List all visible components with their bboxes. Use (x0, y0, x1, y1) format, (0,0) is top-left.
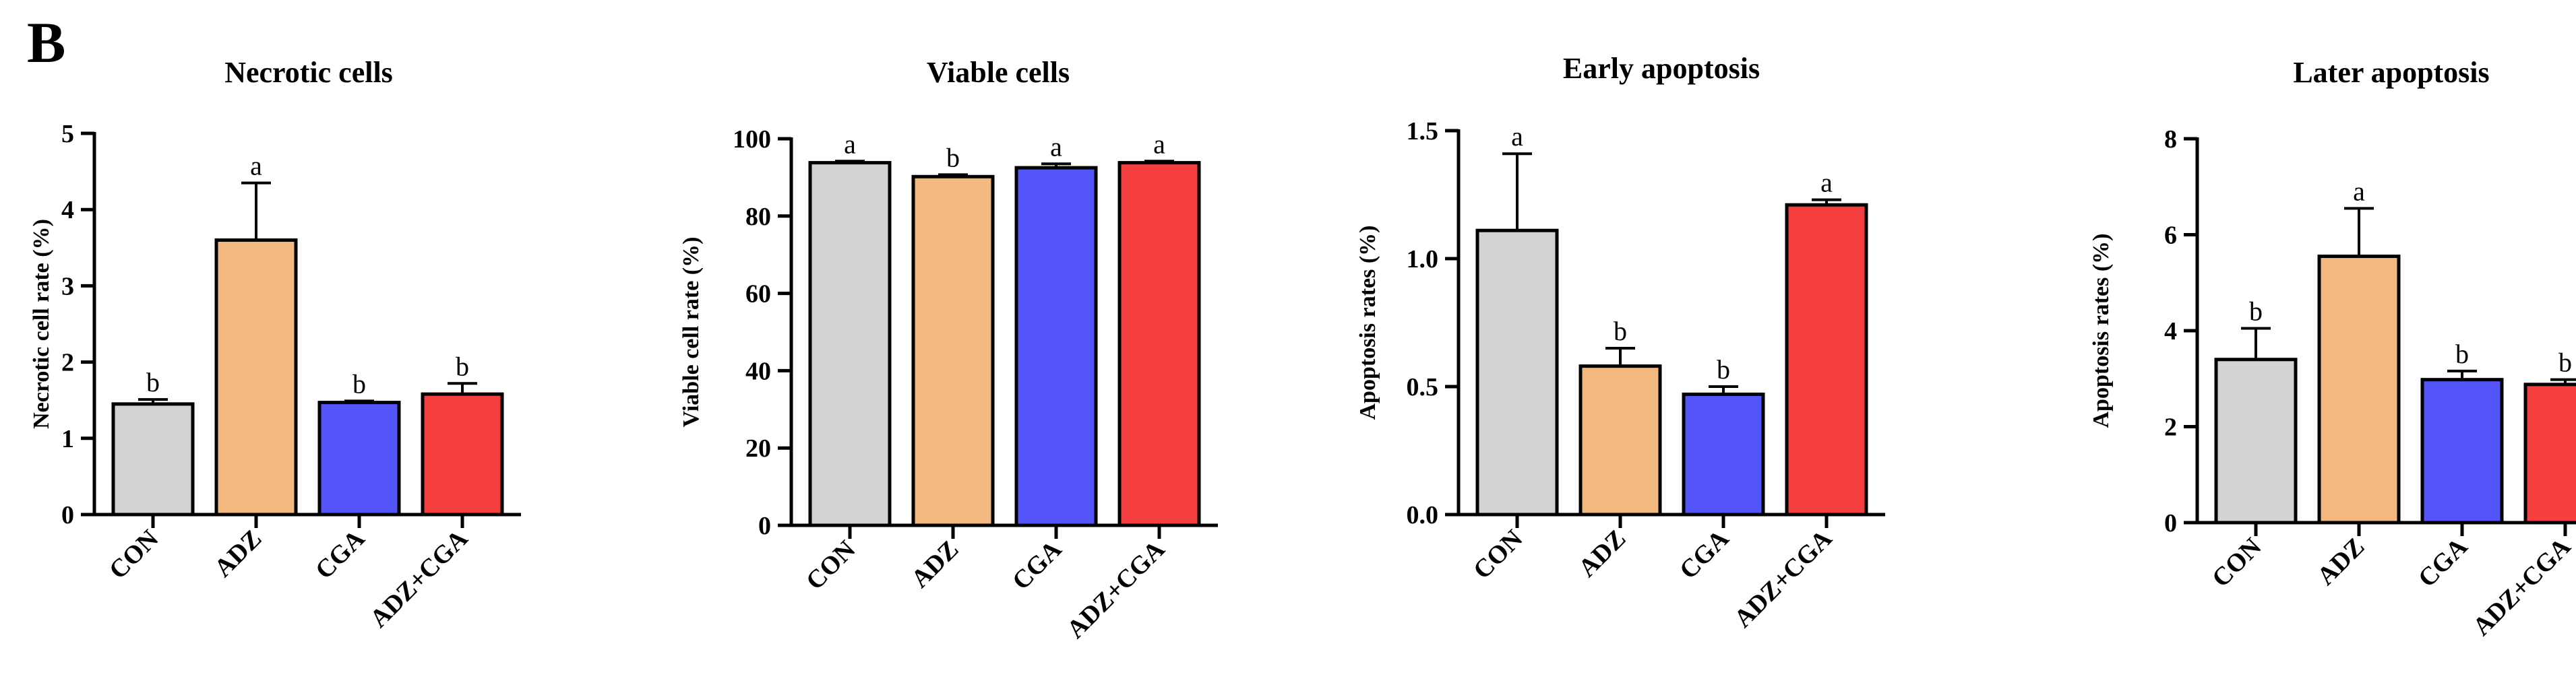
y-tick-label: 2 (61, 349, 74, 377)
y-tick-label: 40 (745, 357, 771, 385)
y-tick-label: 1.0 (1407, 245, 1439, 273)
bar-adz (911, 174, 995, 527)
y-tick-label: 1 (61, 425, 74, 453)
y-tick-label: 0.5 (1407, 373, 1439, 401)
chart-3: Early apoptosis Apoptosis rates (%) a b b a 0.… (1355, 52, 1885, 633)
bar-adz (1578, 364, 1662, 517)
bar-cga (1014, 166, 1098, 527)
bar-con (2214, 358, 2298, 525)
significance-letter: a (1050, 131, 1062, 162)
x-tick-label: CGA (1007, 535, 1068, 595)
significance-letter: a (1153, 129, 1165, 159)
bar-adz-cga (1117, 161, 1201, 527)
bar-adz (214, 238, 298, 517)
y-tick-label: 8 (2164, 125, 2177, 154)
significance-letter: b (2558, 348, 2572, 378)
bar-cga (317, 401, 401, 517)
x-tick-label: ADZ (906, 535, 964, 593)
y-axis-label: Necrotic cell rate (%) (29, 219, 54, 429)
panel-label: B (27, 10, 66, 75)
chart-title: Viable cells (927, 56, 1070, 89)
chart-1: Necrotic cells Necrotic cell rate (%) b a b b… (29, 56, 521, 633)
y-axis-label: Apoptosis rates (%) (1355, 226, 1380, 420)
y-tick-label: 4 (61, 196, 74, 224)
x-tick-label: CON (801, 535, 861, 595)
chart-4: Later apoptosis Apoptosis rates (%) b a b b 0 2… (2089, 56, 2576, 641)
y-tick-label: 3 (61, 272, 74, 300)
y-tick-label: 100 (733, 125, 771, 154)
bar-cga (2420, 378, 2504, 525)
x-tick-label: ADZ+CGA (1062, 535, 1171, 644)
bar-adz-cga (421, 392, 504, 517)
significance-letter: b (1614, 316, 1627, 346)
y-axis-label: Apoptosis rates (%) (2089, 234, 2114, 428)
y-tick-label: 0 (758, 512, 771, 540)
significance-letter: a (1820, 168, 1833, 198)
significance-letter: b (456, 351, 469, 381)
significance-letter: b (1717, 354, 1730, 385)
significance-letter: b (2249, 296, 2263, 326)
x-tick-label: ADZ (209, 525, 267, 583)
significance-letter: b (146, 367, 160, 397)
significance-letter: b (946, 142, 960, 172)
chart-title: Necrotic cells (224, 56, 393, 89)
y-tick-label: 2 (2164, 414, 2177, 442)
significance-letter: b (2455, 339, 2469, 369)
x-tick-label: ADZ (2312, 533, 2370, 591)
significance-letter: a (844, 129, 856, 159)
significance-letter: a (2353, 176, 2365, 206)
bar-adz-cga (1785, 203, 1868, 517)
y-tick-label: 0 (2164, 509, 2177, 537)
x-tick-label: ADZ (1573, 525, 1631, 583)
y-tick-label: 5 (61, 120, 74, 148)
x-tick-label: CON (1468, 525, 1528, 585)
bar-con (111, 402, 195, 517)
significance-letter: a (250, 151, 262, 181)
chart-title: Later apoptosis (2293, 56, 2489, 89)
y-tick-label: 4 (2164, 317, 2177, 346)
y-tick-label: 0 (61, 501, 74, 529)
x-tick-label: CGA (2413, 532, 2474, 593)
bar-adz (2317, 255, 2401, 525)
significance-letter: b (352, 368, 366, 399)
chart-title: Early apoptosis (1563, 52, 1760, 85)
chart-2: Viable cells Viable cell rate (%) a b a a 0 20 4… (679, 56, 1218, 644)
x-tick-label: CON (2207, 533, 2267, 593)
bar-con (808, 161, 892, 527)
bar-con (1475, 228, 1559, 517)
x-tick-label: ADZ+CGA (2467, 532, 2576, 641)
bar-adz-cga (2523, 383, 2576, 525)
y-tick-label: 20 (745, 434, 771, 463)
y-tick-label: 0.0 (1407, 501, 1439, 529)
x-tick-label: CON (104, 525, 164, 585)
bar-cga (1682, 392, 1765, 517)
y-tick-label: 60 (745, 280, 771, 308)
x-tick-label: CGA (310, 524, 371, 585)
significance-letter: a (1511, 121, 1523, 152)
y-tick-label: 6 (2164, 222, 2177, 250)
x-tick-label: CGA (1674, 524, 1735, 585)
y-axis-label: Viable cell rate (%) (679, 237, 704, 428)
y-tick-label: 1.5 (1407, 117, 1439, 145)
x-tick-label: ADZ+CGA (1729, 524, 1838, 633)
x-tick-label: ADZ+CGA (365, 524, 474, 633)
y-tick-label: 80 (745, 203, 771, 231)
